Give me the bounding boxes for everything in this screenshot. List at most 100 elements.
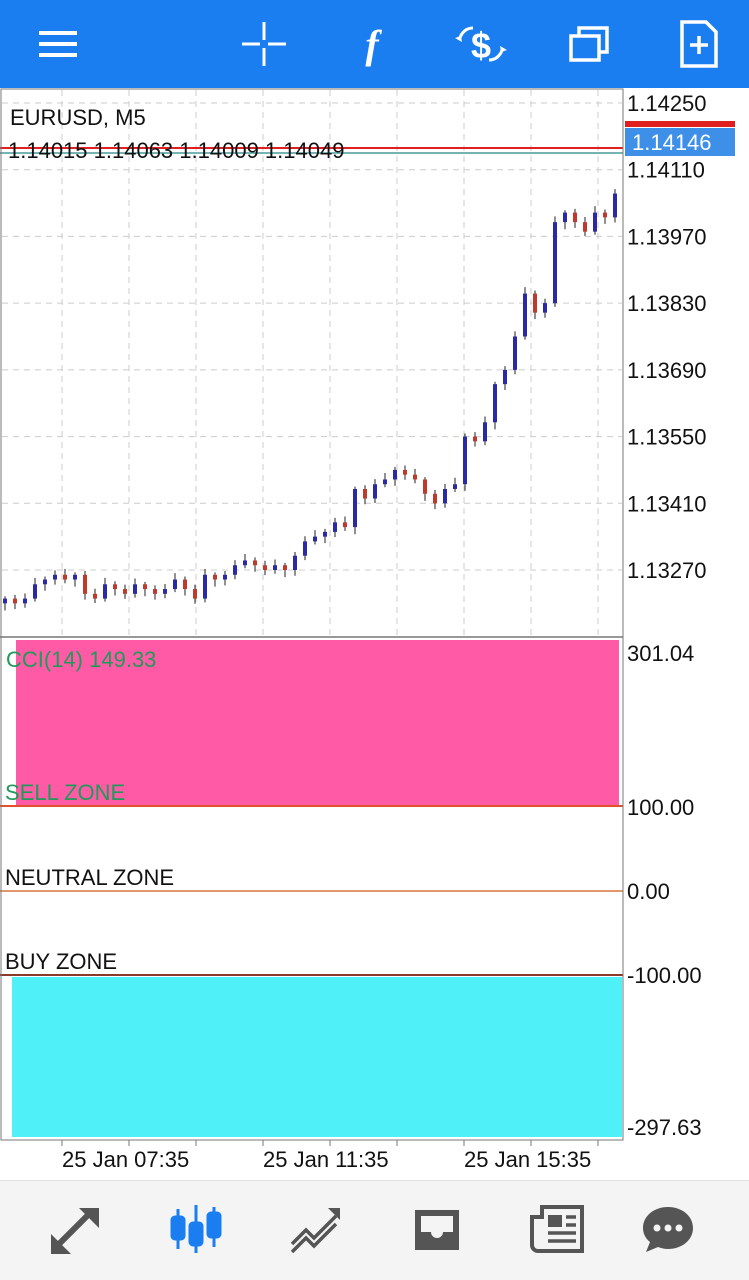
current-price: 1.14146 bbox=[632, 130, 712, 155]
windows-icon[interactable] bbox=[560, 14, 620, 74]
candle-body bbox=[243, 560, 247, 566]
candle-body bbox=[223, 574, 227, 580]
ask-price-marker bbox=[625, 121, 735, 127]
candle-body bbox=[143, 584, 147, 590]
candle-body bbox=[313, 536, 317, 542]
candle-body bbox=[413, 474, 417, 480]
cci-tick: 301.04 bbox=[627, 641, 694, 666]
candle-body bbox=[233, 565, 237, 575]
candle-body bbox=[583, 222, 587, 232]
candle-body bbox=[153, 589, 157, 594]
price-tick: 1.13550 bbox=[627, 425, 707, 450]
candle-body bbox=[13, 598, 17, 604]
candle-body bbox=[3, 598, 7, 604]
candle-body bbox=[323, 531, 327, 537]
history-icon[interactable] bbox=[402, 1199, 472, 1259]
candle-body bbox=[393, 469, 397, 480]
news-icon[interactable] bbox=[523, 1199, 593, 1259]
trade-icon[interactable] bbox=[281, 1199, 351, 1259]
candle-body bbox=[193, 589, 197, 599]
chart-area[interactable]: EURUSD, M5 1.14015 1.14063 1.14009 1.140… bbox=[0, 88, 749, 1180]
sell-zone-label: SELL ZONE bbox=[5, 780, 125, 805]
cci-label: CCI(14) 149.33 bbox=[6, 647, 156, 672]
candle-body bbox=[403, 469, 407, 475]
candle-body bbox=[53, 574, 57, 580]
indicators-icon[interactable]: f bbox=[342, 14, 402, 74]
candle-body bbox=[203, 574, 207, 599]
cci-tick: 100.00 bbox=[627, 795, 694, 820]
symbol-label: EURUSD, M5 bbox=[10, 105, 146, 130]
price-tick: 1.14110 bbox=[627, 158, 705, 183]
chart-frame bbox=[0, 88, 624, 1141]
candle-body bbox=[163, 589, 167, 594]
candle-body bbox=[453, 484, 457, 489]
price-tick: 1.14250 bbox=[627, 91, 707, 116]
candle-body bbox=[93, 593, 97, 599]
candle-body bbox=[543, 303, 547, 313]
sell-zone-fill bbox=[16, 640, 619, 805]
candle-body bbox=[443, 488, 447, 504]
candle-body bbox=[253, 560, 257, 566]
time-label: 25 Jan 15:35 bbox=[464, 1147, 591, 1172]
candle-body bbox=[63, 574, 67, 580]
candle-body bbox=[283, 565, 287, 570]
candle-body bbox=[603, 212, 607, 218]
candle-body bbox=[183, 579, 187, 590]
candle-body bbox=[533, 293, 537, 313]
price-tick: 1.13410 bbox=[627, 491, 707, 516]
quotes-icon[interactable] bbox=[42, 1199, 112, 1259]
menu-icon[interactable] bbox=[29, 14, 89, 74]
top-toolbar: f $ bbox=[0, 0, 749, 88]
candle-body bbox=[83, 574, 87, 594]
candle-body bbox=[573, 212, 577, 223]
candle-body bbox=[333, 522, 337, 532]
candle-body bbox=[33, 584, 37, 599]
candle-body bbox=[363, 488, 367, 499]
candle-body bbox=[553, 222, 557, 304]
candle-body bbox=[123, 589, 127, 594]
bottom-navigation bbox=[0, 1180, 749, 1280]
price-tick: 1.13270 bbox=[627, 558, 707, 583]
messages-icon[interactable] bbox=[633, 1199, 703, 1259]
candle-body bbox=[263, 565, 267, 570]
time-label: 25 Jan 07:35 bbox=[62, 1147, 189, 1172]
candle-body bbox=[23, 598, 27, 604]
candle-body bbox=[273, 565, 277, 570]
price-tick: 1.13970 bbox=[627, 224, 707, 249]
candle-body bbox=[353, 488, 357, 528]
buy-zone-fill bbox=[12, 977, 622, 1137]
candle-body bbox=[383, 479, 387, 485]
candle-body bbox=[513, 336, 517, 370]
current-price-box bbox=[625, 128, 735, 156]
candle-body bbox=[373, 484, 377, 499]
candle-body bbox=[213, 574, 217, 580]
cci-tick: -297.63 bbox=[627, 1115, 702, 1140]
candle-body bbox=[103, 584, 107, 599]
ohlc-label: 1.14015 1.14063 1.14009 1.14049 bbox=[8, 138, 344, 163]
candle-body bbox=[133, 584, 137, 594]
candle-body bbox=[593, 212, 597, 232]
new-order-icon[interactable] bbox=[669, 14, 729, 74]
candle-body bbox=[173, 579, 177, 590]
candle-body bbox=[293, 555, 297, 570]
candle-body bbox=[463, 436, 467, 485]
price-tick: 1.13690 bbox=[627, 358, 707, 383]
neutral-zone-label: NEUTRAL ZONE bbox=[5, 865, 174, 890]
candle-body bbox=[433, 493, 437, 504]
cci-tick: -100.00 bbox=[627, 963, 702, 988]
candle-body bbox=[303, 541, 307, 556]
trade-icon[interactable]: $ bbox=[451, 14, 511, 74]
buy-zone-label: BUY ZONE bbox=[5, 949, 117, 974]
candle-body bbox=[423, 479, 427, 494]
candle-body bbox=[493, 384, 497, 423]
price-tick: 1.13830 bbox=[627, 291, 707, 316]
candle-body bbox=[523, 293, 527, 337]
candle-body bbox=[73, 574, 77, 580]
candle-body bbox=[473, 436, 477, 442]
candle-body bbox=[483, 422, 487, 442]
crosshair-icon[interactable] bbox=[234, 14, 294, 74]
indicators-glyph: f bbox=[365, 21, 379, 67]
candle-body bbox=[343, 522, 347, 528]
candle-body bbox=[503, 369, 507, 385]
chart-icon[interactable] bbox=[161, 1199, 231, 1259]
